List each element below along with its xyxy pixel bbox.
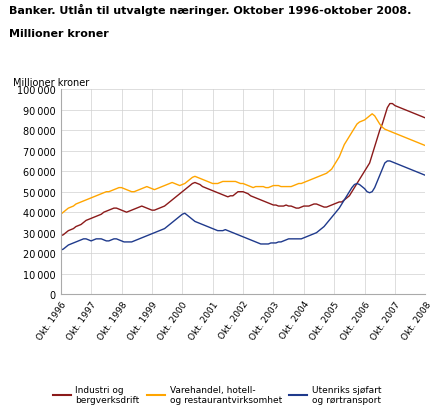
Line: Varehandel, hotell-
og restaurantvirksomhet: Varehandel, hotell- og restaurantvirksom… bbox=[61, 115, 425, 215]
Varehandel, hotell-
og restaurantvirksomhet bbox=[61, 210, 66, 215]
Line: Utenriks sjøfart
og rørtransport: Utenriks sjøfart og rørtransport bbox=[61, 162, 425, 250]
Utenriks sjøfart
og rørtransport bbox=[268, 241, 273, 246]
Industri og
bergverksdrift bbox=[344, 196, 349, 201]
Line: Industri og
bergverksdrift: Industri og bergverksdrift bbox=[61, 104, 425, 236]
Utenriks sjøfart
og rørtransport bbox=[423, 173, 428, 178]
Varehandel, hotell-
og restaurantvirksomhet bbox=[58, 212, 63, 217]
Varehandel, hotell-
og restaurantvirksomhet bbox=[334, 159, 339, 164]
Utenriks sjøfart
og rørtransport bbox=[385, 159, 390, 164]
Industri og
bergverksdrift bbox=[400, 107, 405, 112]
Varehandel, hotell-
og restaurantvirksomhet bbox=[344, 139, 349, 144]
Legend: Industri og
bergverksdrift, Varehandel, hotell-
og restaurantvirksomhet, Utenrik: Industri og bergverksdrift, Varehandel, … bbox=[53, 385, 381, 405]
Industri og
bergverksdrift bbox=[61, 233, 66, 238]
Varehandel, hotell-
og restaurantvirksomhet bbox=[76, 201, 81, 206]
Utenriks sjøfart
og rørtransport bbox=[58, 248, 63, 253]
Text: Millioner kroner: Millioner kroner bbox=[9, 29, 108, 38]
Industri og
bergverksdrift bbox=[58, 234, 63, 238]
Industri og
bergverksdrift bbox=[76, 223, 81, 228]
Utenriks sjøfart
og rørtransport bbox=[61, 247, 66, 252]
Industri og
bergverksdrift bbox=[268, 202, 273, 207]
Varehandel, hotell-
og restaurantvirksomhet bbox=[268, 184, 273, 189]
Industri og
bergverksdrift bbox=[387, 102, 392, 107]
Varehandel, hotell-
og restaurantvirksomhet bbox=[369, 112, 375, 117]
Text: Millioner kroner: Millioner kroner bbox=[13, 78, 89, 88]
Utenriks sjøfart
og rørtransport bbox=[76, 239, 81, 244]
Utenriks sjøfart
og rørtransport bbox=[344, 194, 349, 199]
Varehandel, hotell-
og restaurantvirksomhet bbox=[423, 144, 428, 149]
Industri og
bergverksdrift bbox=[334, 201, 339, 206]
Industri og
bergverksdrift bbox=[423, 116, 428, 121]
Text: Banker. Utlån til utvalgte næringer. Oktober 1996-oktober 2008.: Banker. Utlån til utvalgte næringer. Okt… bbox=[9, 4, 411, 16]
Utenriks sjøfart
og rørtransport bbox=[400, 164, 405, 169]
Varehandel, hotell-
og restaurantvirksomhet bbox=[400, 135, 405, 139]
Utenriks sjøfart
og rørtransport bbox=[334, 209, 339, 214]
